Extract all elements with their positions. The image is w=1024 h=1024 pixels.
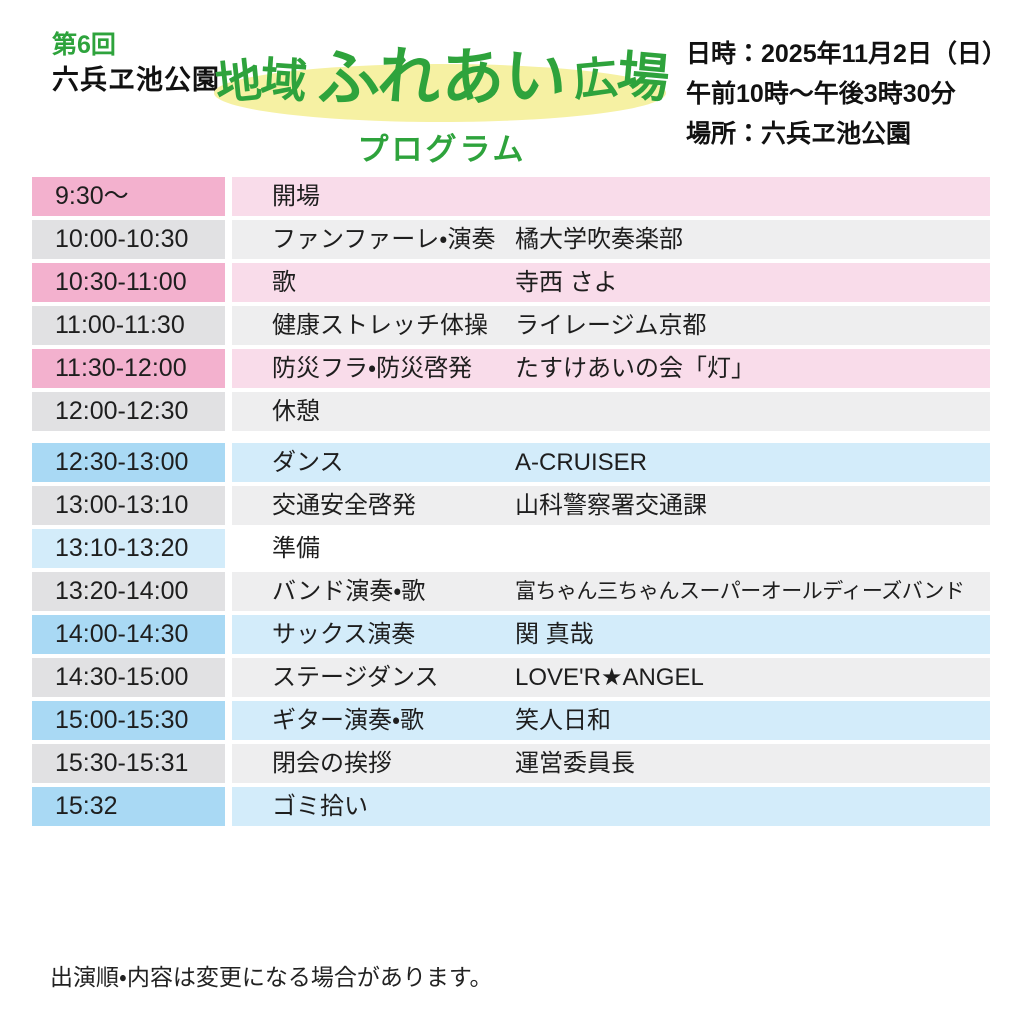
time-cell: 11:00-11:30 — [32, 306, 225, 345]
performer-cell: 運営委員長 — [515, 750, 635, 777]
event-cell: 防災フラ・防災啓発 — [272, 355, 473, 382]
event-info-line: 日時：2025年11月2日（日） — [686, 40, 1007, 68]
logo-character: ふ — [310, 38, 383, 117]
performer-cell — [515, 529, 990, 568]
time-cell: 12:30-13:00 — [32, 443, 225, 482]
event-cell: 健康ストレッチ体操 — [272, 312, 488, 339]
row-body: 交通安全啓発 山科警察署交通課 — [232, 486, 990, 525]
event-cell: 休憩 — [272, 398, 320, 425]
event-cell: サックス演奏 — [272, 621, 416, 648]
performer-cell — [515, 177, 990, 216]
schedule-row: 13:10-13:20 準備 — [32, 529, 990, 568]
performer-cell: 富ちゃん三ちゃんスーパーオールディーズバンド — [515, 580, 965, 603]
row-body: 閉会の挨拶 運営委員長 — [232, 744, 990, 783]
program-schedule: 9:30〜 開場 10:00-10:30 ファンファーレ・演奏 橘大学吹奏楽部 10:30… — [32, 177, 990, 826]
program-subtitle: プログラム — [357, 132, 527, 167]
edition-label: 第6回 — [52, 31, 116, 59]
schedule-row: 13:00-13:10 交通安全啓発 山科警察署交通課 — [32, 486, 990, 525]
row-body: 歌 寺西 さよ — [232, 263, 990, 302]
row-body: 開場 — [232, 177, 990, 216]
schedule-row: 11:30-12:00 防災フラ・防災啓発 たすけあいの会「灯」 — [32, 349, 990, 388]
performer-cell: 橘大学吹奏楽部 — [515, 226, 683, 253]
event-cell: ファンファーレ・演奏 — [272, 226, 496, 253]
event-logo: 地域ふれあい広場 — [212, 30, 672, 130]
time-cell: 11:30-12:00 — [32, 349, 225, 388]
row-body: ゴミ拾い — [232, 787, 990, 826]
time-cell: 10:00-10:30 — [32, 220, 225, 259]
event-cell: 開場 — [272, 183, 320, 210]
row-body: ファンファーレ・演奏 橘大学吹奏楽部 — [232, 220, 990, 259]
performer-cell: ライレージム京都 — [515, 312, 707, 339]
performer-cell: LOVE'R★ANGEL — [515, 664, 704, 691]
schedule-section: 12:30-13:00 ダンス A-CRUISER 13:00-13:10 交通安全啓発… — [32, 443, 990, 826]
schedule-row: 15:32 ゴミ拾い — [32, 787, 990, 826]
time-cell: 15:00-15:30 — [32, 701, 225, 740]
logo-character: い — [500, 39, 571, 116]
schedule-row: 12:30-13:00 ダンス A-CRUISER — [32, 443, 990, 482]
event-info-line: 場所：六兵ヱ池公園 — [686, 120, 912, 148]
schedule-row: 9:30〜 開場 — [32, 177, 990, 216]
event-info-line: 午前10時〜午後3時30分 — [686, 80, 956, 108]
venue-title: 六兵ヱ池公園 — [52, 65, 220, 95]
logo-character: 地 — [212, 53, 264, 111]
time-cell: 9:30〜 — [32, 177, 225, 216]
row-body: 準備 — [232, 529, 990, 568]
performer-cell: たすけあいの会「灯」 — [515, 355, 755, 382]
row-body: 健康ストレッチ体操 ライレージム京都 — [232, 306, 990, 345]
event-info: 日時：2025年11月2日（日） 午前10時〜午後3時30分 場所：六兵ヱ池公園 — [686, 34, 1007, 154]
event-cell: ギター演奏・歌 — [272, 707, 425, 734]
performer-cell: 関 真哉 — [515, 621, 594, 648]
performer-cell: 寺西 さよ — [515, 269, 618, 296]
logo-character: あ — [439, 40, 506, 115]
logo-character: 場 — [614, 46, 672, 110]
performer-cell — [515, 787, 990, 826]
logo-highlight-ellipse — [214, 64, 666, 122]
event-cell: ステージダンス — [272, 664, 439, 691]
schedule-row: 14:30-15:00 ステージダンス LOVE'R★ANGEL — [32, 658, 990, 697]
row-body: ステージダンス LOVE'R★ANGEL — [232, 658, 990, 697]
time-cell: 10:30-11:00 — [32, 263, 225, 302]
event-cell: ゴミ拾い — [272, 793, 368, 820]
schedule-row: 15:30-15:31 閉会の挨拶 運営委員長 — [32, 744, 990, 783]
time-cell: 14:00-14:30 — [32, 615, 225, 654]
time-cell: 15:32 — [32, 787, 225, 826]
event-cell: 歌 — [272, 269, 296, 296]
logo-title: 地域ふれあい広場 — [212, 30, 672, 126]
performer-cell: 山科警察署交通課 — [515, 492, 707, 519]
time-cell: 12:00-12:30 — [32, 392, 225, 431]
time-cell: 14:30-15:00 — [32, 658, 225, 697]
schedule-section: 9:30〜 開場 10:00-10:30 ファンファーレ・演奏 橘大学吹奏楽部 10:30… — [32, 177, 990, 431]
schedule-row: 11:00-11:30 健康ストレッチ体操 ライレージム京都 — [32, 306, 990, 345]
performer-cell: A-CRUISER — [515, 449, 648, 476]
time-cell: 13:20-14:00 — [32, 572, 225, 611]
row-body: サックス演奏 関 真哉 — [232, 615, 990, 654]
time-cell: 13:10-13:20 — [32, 529, 225, 568]
schedule-row: 15:00-15:30 ギター演奏・歌 笑人日和 — [32, 701, 990, 740]
row-body: ギター演奏・歌 笑人日和 — [232, 701, 990, 740]
logo-character: 域 — [259, 52, 309, 108]
row-body: 防災フラ・防災啓発 たすけあいの会「灯」 — [232, 349, 990, 388]
performer-cell — [515, 392, 990, 431]
logo-character: 広 — [571, 53, 620, 106]
schedule-row: 10:00-10:30 ファンファーレ・演奏 橘大学吹奏楽部 — [32, 220, 990, 259]
logo-character: れ — [375, 39, 444, 116]
schedule-row: 10:30-11:00 歌 寺西 さよ — [32, 263, 990, 302]
event-cell: バンド演奏・歌 — [272, 578, 426, 605]
row-body: バンド演奏・歌 富ちゃん三ちゃんスーパーオールディーズバンド — [232, 572, 990, 611]
event-cell: 閉会の挨拶 — [272, 750, 392, 777]
schedule-row: 14:00-14:30 サックス演奏 関 真哉 — [32, 615, 990, 654]
event-cell: ダンス — [272, 449, 344, 476]
header-left: 第6回 六兵ヱ池公園 — [52, 30, 220, 100]
performer-cell: 笑人日和 — [515, 707, 611, 734]
time-cell: 15:30-15:31 — [32, 744, 225, 783]
schedule-row: 12:00-12:30 休憩 — [32, 392, 990, 431]
row-body: 休憩 — [232, 392, 990, 431]
event-cell: 交通安全啓発 — [272, 492, 416, 519]
time-cell: 13:00-13:10 — [32, 486, 225, 525]
event-cell: 準備 — [272, 535, 320, 562]
footer-note: 出演順・内容は変更になる場合があります。 — [50, 964, 493, 990]
row-body: ダンス A-CRUISER — [232, 443, 990, 482]
schedule-row: 13:20-14:00 バンド演奏・歌 富ちゃん三ちゃんスーパーオールディーズバンド — [32, 572, 990, 611]
